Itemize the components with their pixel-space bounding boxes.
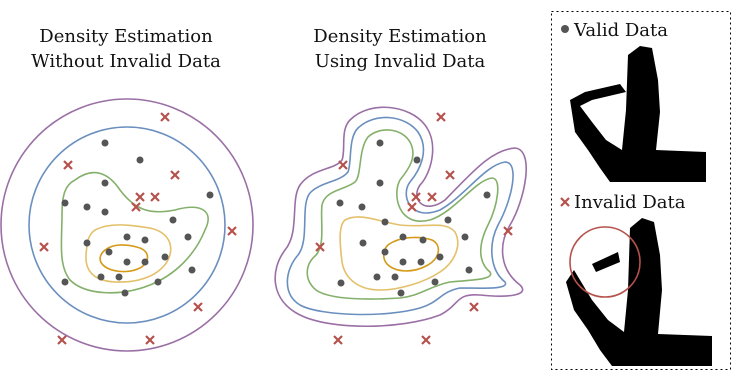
invalid-point: [407, 202, 417, 212]
valid-point: [358, 203, 366, 211]
valid-point: [101, 179, 109, 187]
valid-point: [436, 253, 444, 261]
valid-point: [154, 278, 162, 286]
panel-title: Density Estimation: [39, 26, 213, 47]
invalid-point: [193, 302, 203, 312]
invalid-point: [227, 226, 237, 236]
valid-point: [413, 156, 421, 164]
valid-point: [61, 278, 69, 286]
silhouette: [566, 218, 712, 366]
legend-dot: [561, 25, 569, 33]
valid-point: [136, 156, 144, 164]
invalid-point: [160, 112, 170, 122]
markers: [39, 112, 513, 345]
contour: [85, 224, 172, 283]
invalid-point: [57, 335, 67, 345]
contour: [0, 98, 254, 352]
invalid-point: [63, 160, 73, 170]
valid-point: [105, 248, 113, 256]
contour: [286, 116, 514, 316]
panel-title: Without Invalid Data: [31, 51, 221, 72]
valid-point: [399, 233, 407, 241]
valid-point: [123, 258, 131, 266]
invalid-point: [469, 302, 479, 312]
valid-point: [336, 199, 344, 207]
invalid-point: [333, 335, 343, 345]
valid-point: [61, 199, 69, 207]
valid-point: [381, 248, 389, 256]
contour: [60, 171, 209, 294]
invalid-point: [131, 202, 141, 212]
valid-point: [101, 139, 109, 147]
valid-point: [101, 208, 109, 216]
valid-point: [373, 273, 381, 281]
valid-point: [376, 139, 384, 147]
invalid-point: [39, 242, 49, 252]
valid-point: [121, 289, 129, 297]
valid-point: [419, 236, 427, 244]
invalid-highlight: [569, 226, 641, 298]
valid-point: [337, 279, 345, 287]
panel-title: Using Invalid Data: [315, 51, 486, 72]
valid-point: [83, 203, 91, 211]
valid-point: [206, 191, 214, 199]
valid-point: [188, 266, 196, 274]
contour: [382, 236, 440, 272]
valid-point: [359, 239, 367, 247]
valid-point: [115, 273, 123, 281]
panel-title: Density Estimation: [313, 26, 487, 47]
invalid-point: [135, 192, 145, 202]
valid-point: [399, 258, 407, 266]
valid-point: [461, 233, 469, 241]
left-contours: [0, 98, 254, 352]
legend-label: Valid Data: [573, 20, 668, 41]
valid-point: [169, 216, 177, 224]
contour: [339, 216, 459, 291]
legend-cross: [560, 197, 570, 207]
invalid-point: [170, 170, 180, 180]
legend-box: [551, 11, 731, 370]
contour: [306, 129, 499, 300]
contour: [28, 126, 226, 324]
contour: [99, 244, 149, 273]
invalid-point: [503, 226, 513, 236]
valid-point: [444, 216, 452, 224]
valid-point: [123, 233, 131, 241]
valid-point: [465, 266, 473, 274]
valid-point: [141, 236, 149, 244]
invalid-point: [427, 192, 437, 202]
invalid-point: [150, 192, 160, 202]
valid-point: [97, 273, 105, 281]
valid-point: [391, 273, 399, 281]
contour: [274, 106, 527, 327]
valid-point: [431, 278, 439, 286]
valid-point: [397, 289, 405, 297]
valid-point: [417, 258, 425, 266]
invalid-point: [315, 242, 325, 252]
valid-point: [141, 258, 149, 266]
invalid-point: [145, 335, 155, 345]
middle-contours: [274, 106, 527, 327]
invalid-point: [436, 112, 446, 122]
valid-point: [184, 233, 192, 241]
silhouette-fragment: [592, 252, 620, 272]
invalid-point: [445, 170, 455, 180]
valid-point: [483, 191, 491, 199]
invalid-point: [421, 335, 431, 345]
valid-point: [376, 179, 384, 187]
valid-point: [161, 253, 169, 261]
valid-point: [381, 218, 389, 226]
silhouette: [570, 46, 706, 182]
invalid-point: [338, 160, 348, 170]
invalid-point: [411, 192, 421, 202]
valid-point: [83, 239, 91, 247]
legend-label: Invalid Data: [574, 192, 686, 213]
